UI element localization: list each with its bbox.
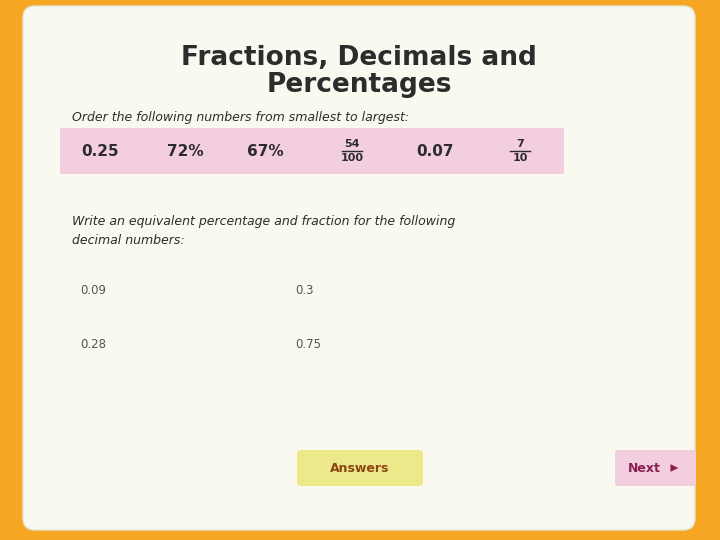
Text: Answers: Answers [330,462,390,475]
Text: Percentages: Percentages [266,72,451,98]
Text: 67%: 67% [247,144,283,159]
Text: 10: 10 [513,153,528,163]
Text: Next: Next [628,462,661,475]
Text: 7: 7 [516,139,524,149]
Text: 0.09: 0.09 [80,284,106,296]
Text: 0.25: 0.25 [81,144,119,159]
Text: 54: 54 [344,139,360,149]
FancyBboxPatch shape [60,128,564,174]
Text: 0.3: 0.3 [295,284,313,296]
Text: 72%: 72% [167,144,203,159]
FancyBboxPatch shape [615,450,696,486]
Text: 100: 100 [341,153,364,163]
Text: Write an equivalent percentage and fraction for the following
decimal numbers:: Write an equivalent percentage and fract… [72,215,455,247]
Text: 0.75: 0.75 [295,339,321,352]
Text: Order the following numbers from smallest to largest:: Order the following numbers from smalles… [72,111,409,125]
Text: 0.07: 0.07 [416,144,454,159]
FancyBboxPatch shape [297,450,423,486]
FancyArrowPatch shape [667,464,678,472]
Text: 0.28: 0.28 [80,339,106,352]
FancyBboxPatch shape [23,6,695,530]
Text: Fractions, Decimals and: Fractions, Decimals and [181,45,537,71]
